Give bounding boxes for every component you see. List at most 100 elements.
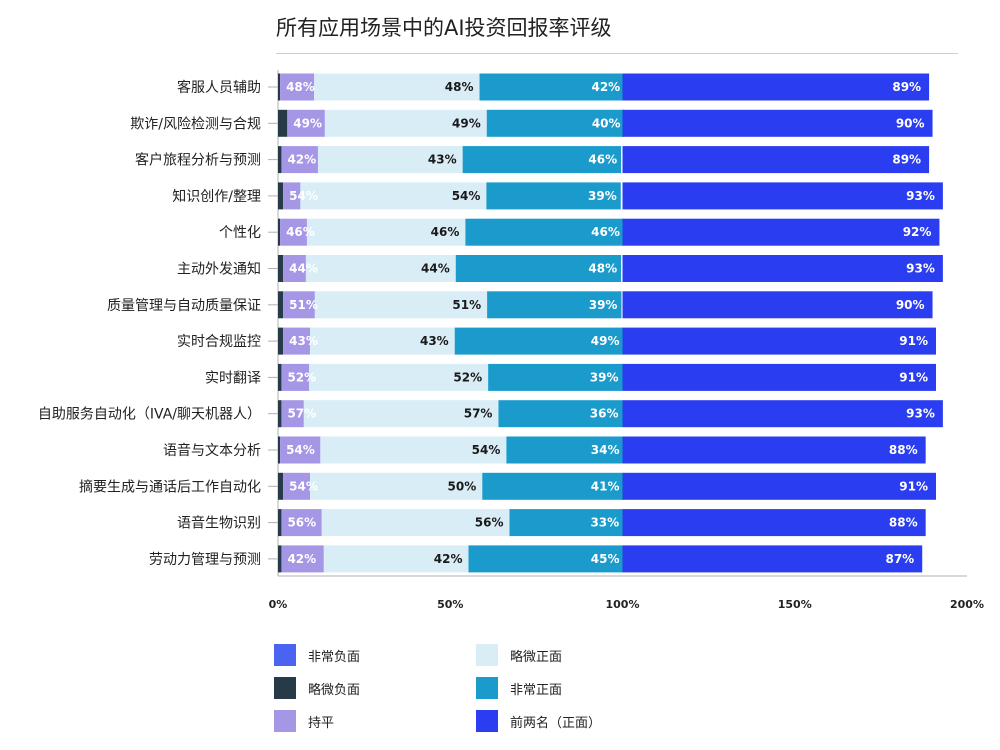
data-label-very-positive: 46% xyxy=(591,225,620,239)
bar-segment-top2 xyxy=(622,109,933,137)
bar-segment-neutral xyxy=(283,255,306,282)
data-label-very-positive: 40% xyxy=(592,116,621,130)
category-label: 摘要生成与通话后工作自动化 xyxy=(79,478,261,495)
data-label-neutral: 46% xyxy=(286,225,315,239)
bar-segment-top2 xyxy=(622,400,943,428)
bar-segment-top2 xyxy=(622,509,926,537)
data-label-neutral: 42% xyxy=(287,153,316,167)
bar-segment-very-positive xyxy=(482,472,624,500)
bar-segment-top2 xyxy=(622,255,943,282)
data-label-very-positive: 46% xyxy=(588,153,617,167)
bar-segment-slightly-positive xyxy=(305,255,456,282)
category-label: 语音与文本分析 xyxy=(163,442,261,459)
data-label-top2: 91% xyxy=(899,479,928,493)
data-label-slightly-positive: 48% xyxy=(445,80,474,94)
legend-label: 略微负面 xyxy=(308,683,361,698)
data-label-neutral: 52% xyxy=(287,370,316,384)
data-label-neutral: 49% xyxy=(293,116,322,130)
category-label: 实时合规监控 xyxy=(177,334,261,350)
legend-swatch xyxy=(274,710,296,732)
bar-segment-slightly-negative xyxy=(278,146,282,174)
bar-segment-neutral xyxy=(281,545,324,573)
data-label-top2: 89% xyxy=(892,80,921,94)
bar-segment-very-positive xyxy=(486,182,621,210)
data-label-very-positive: 34% xyxy=(591,443,620,457)
bar-segment-neutral xyxy=(281,509,322,537)
bar-segment-slightly-positive xyxy=(320,436,507,464)
legend-swatch xyxy=(476,677,498,699)
bar-segment-slightly-negative xyxy=(278,73,281,101)
x-tick-label: 200% xyxy=(950,598,984,611)
data-label-very-positive: 49% xyxy=(591,334,620,348)
bar-segment-very-positive xyxy=(454,327,624,355)
legend-label: 略微正面 xyxy=(510,650,563,665)
bar-segment-top2 xyxy=(622,218,940,246)
bar-segment-top2 xyxy=(622,182,943,210)
data-label-top2: 89% xyxy=(892,153,921,167)
x-tick-label: 150% xyxy=(778,598,812,611)
bar-segment-slightly-positive xyxy=(309,363,489,391)
data-label-top2: 88% xyxy=(889,516,918,530)
bar-segment-neutral xyxy=(280,218,307,246)
bar-segment-very-positive xyxy=(498,400,623,428)
bar-segment-slightly-negative xyxy=(278,363,282,391)
data-label-very-positive: 39% xyxy=(589,298,618,312)
bar-segment-top2 xyxy=(622,363,936,391)
bar-segment-top2 xyxy=(622,291,933,319)
data-label-slightly-positive: 46% xyxy=(431,225,460,239)
category-label: 实时翻译 xyxy=(205,370,261,386)
bar-segment-very-positive xyxy=(465,218,624,246)
category-label: 客服人员辅助 xyxy=(177,79,261,96)
bar-segment-slightly-positive xyxy=(303,400,499,428)
data-label-top2: 90% xyxy=(896,116,925,130)
bar-segment-slightly-negative xyxy=(278,509,282,537)
data-label-very-positive: 33% xyxy=(590,516,619,530)
data-label-slightly-positive: 54% xyxy=(452,189,481,203)
category-label: 主动外发通知 xyxy=(177,261,261,278)
bar-segment-slightly-positive xyxy=(321,509,510,537)
data-label-neutral: 57% xyxy=(287,407,316,421)
bar-segment-slightly-negative xyxy=(278,545,282,573)
bar-segment-neutral xyxy=(280,436,321,464)
data-label-neutral: 54% xyxy=(289,479,318,493)
data-label-neutral: 54% xyxy=(286,443,315,457)
bar-segment-neutral xyxy=(287,109,325,137)
bar-segment-slightly-positive xyxy=(324,109,487,137)
data-label-slightly-positive: 57% xyxy=(464,407,493,421)
data-label-neutral: 51% xyxy=(289,298,318,312)
legend-label: 持平 xyxy=(308,716,335,731)
bar-segment-neutral xyxy=(281,146,318,174)
bar-segment-slightly-negative xyxy=(278,472,284,500)
legend-swatch xyxy=(476,644,498,666)
bar-segment-top2 xyxy=(622,472,936,500)
bar-segment-slightly-negative xyxy=(278,400,282,428)
bar-segment-slightly-positive xyxy=(317,146,463,174)
category-label: 劳动力管理与预测 xyxy=(149,552,261,568)
bar-segment-very-positive xyxy=(487,291,622,319)
data-label-very-positive: 39% xyxy=(590,370,619,384)
data-label-very-positive: 36% xyxy=(590,407,619,421)
data-label-neutral: 42% xyxy=(287,552,316,566)
data-label-neutral: 54% xyxy=(289,189,318,203)
bar-segment-slightly-positive xyxy=(314,291,488,319)
data-label-slightly-positive: 44% xyxy=(421,262,450,276)
bar-segment-very-positive xyxy=(468,545,624,573)
category-label: 质量管理与自动质量保证 xyxy=(107,298,261,314)
bar-segment-neutral xyxy=(283,182,301,210)
data-label-top2: 91% xyxy=(899,334,928,348)
bar-segment-top2 xyxy=(622,545,923,573)
data-label-top2: 88% xyxy=(889,443,918,457)
chart-title: 所有应用场景中的AI投资回报率评级 xyxy=(276,16,612,40)
data-label-slightly-positive: 56% xyxy=(475,516,504,530)
bar-segment-slightly-negative xyxy=(278,182,284,210)
data-label-top2: 87% xyxy=(885,552,914,566)
data-label-top2: 93% xyxy=(906,407,935,421)
bar-segment-very-positive xyxy=(455,255,622,282)
bar-segment-slightly-positive xyxy=(300,182,487,210)
bar-segment-top2 xyxy=(622,436,926,464)
bar-segment-slightly-negative xyxy=(278,218,281,246)
bar-segment-slightly-negative xyxy=(278,327,284,355)
bar-segment-neutral xyxy=(280,73,315,101)
bar-segment-slightly-negative xyxy=(278,255,284,282)
bar-segment-slightly-positive xyxy=(306,218,466,246)
